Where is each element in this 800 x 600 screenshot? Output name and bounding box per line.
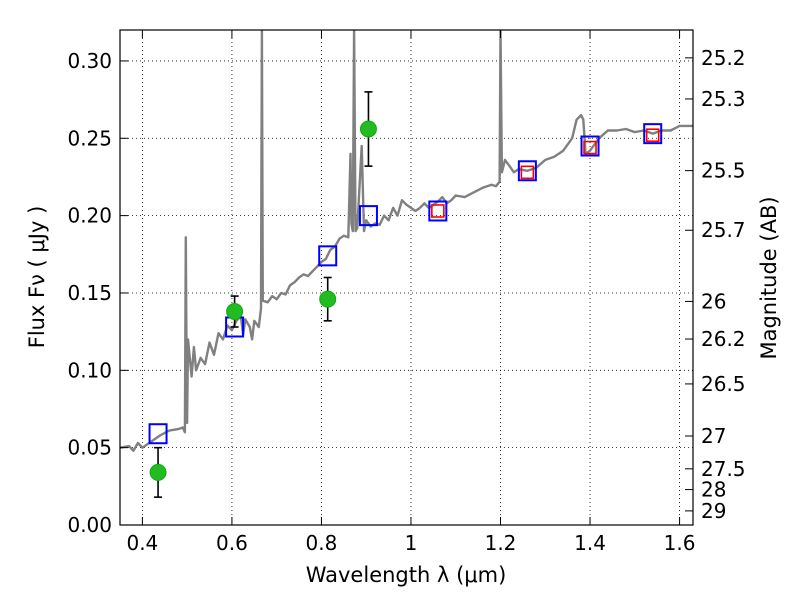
observed-red-square xyxy=(645,128,660,142)
x-tick-label: 1 xyxy=(405,531,418,555)
magnitude-tick-label: 25.7 xyxy=(701,218,746,242)
y-tick-label: 0.20 xyxy=(67,204,112,228)
x-tick-label: 1.2 xyxy=(485,531,517,555)
y-tick-label: 0.05 xyxy=(67,436,112,460)
x-tick-label: 1.6 xyxy=(664,531,696,555)
plot-frame xyxy=(119,29,694,526)
x-tick-label: 1.4 xyxy=(574,531,606,555)
observed-point xyxy=(149,463,167,481)
magnitude-tick-label: 25.5 xyxy=(701,159,746,183)
y-axis-label: Flux Fν ( μJy ) xyxy=(25,206,49,349)
magnitude-axis-label: Magnitude (AB) xyxy=(757,196,781,359)
y-axis-ticks: 0.00 0.05 0.10 0.15 0.20 0.25 0.30 xyxy=(67,49,128,537)
y-tick-label: 0.25 xyxy=(67,126,112,150)
x-tick-label: 0.4 xyxy=(126,531,158,555)
x-tick-label: 0.8 xyxy=(306,531,338,555)
y-tick-label: 0.00 xyxy=(67,513,112,537)
magnitude-tick-label: 25.2 xyxy=(701,46,746,70)
observed-red-square xyxy=(520,165,535,180)
magnitude-tick-label: 26 xyxy=(701,289,726,313)
model-photometry-square xyxy=(358,205,378,227)
model-photometry-square xyxy=(318,245,338,267)
model-photometry-square xyxy=(643,123,663,145)
observed-red-square xyxy=(431,204,445,218)
grid xyxy=(120,30,693,526)
model-photometry-square xyxy=(148,423,168,445)
spectrum-series xyxy=(120,30,693,452)
magnitude-tick-label: 26.5 xyxy=(701,372,746,396)
model-photometry-square xyxy=(517,160,537,182)
observed-point xyxy=(319,290,337,308)
x-axis-ticks: 0.4 0.6 0.8 1 1.2 1.4 1.6 xyxy=(126,30,695,555)
magnitude-tick-label: 28 xyxy=(701,478,726,502)
magnitude-tick-label: 29 xyxy=(701,499,726,523)
y-tick-label: 0.10 xyxy=(67,358,112,382)
magnitude-tick-label: 25.3 xyxy=(701,87,746,111)
y-tick-label: 0.30 xyxy=(67,49,112,73)
magnitude-tick-label: 27 xyxy=(701,424,726,448)
photometry-markers xyxy=(148,91,663,498)
model-photometry-square xyxy=(428,200,448,222)
model-photometry-square xyxy=(580,135,600,157)
x-axis-label: Wavelength λ (μm) xyxy=(306,563,507,587)
y-tick-label: 0.15 xyxy=(67,281,112,305)
magnitude-tick-label: 27.5 xyxy=(701,457,746,481)
observed-point xyxy=(226,303,244,321)
magnitude-tick-label: 26.2 xyxy=(701,327,746,351)
observed-red-square xyxy=(583,140,597,155)
spectrum-line xyxy=(120,30,693,452)
x-tick-label: 0.6 xyxy=(216,531,248,555)
observed-point xyxy=(359,120,377,138)
